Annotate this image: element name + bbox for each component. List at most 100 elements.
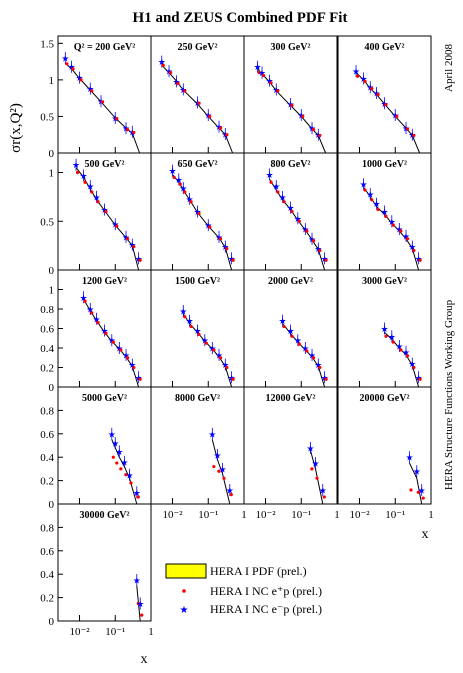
ep-minus-point: ★ xyxy=(204,110,212,120)
x-axis-label: x xyxy=(141,652,148,667)
panel-frame xyxy=(243,386,338,505)
ep-plus-point xyxy=(132,365,136,370)
ep-minus-point: ★ xyxy=(86,182,94,192)
ep-plus-point xyxy=(83,299,87,303)
ep-minus-point: ★ xyxy=(221,242,229,252)
legend-swatch-point xyxy=(182,589,186,593)
ep-minus-point: ★ xyxy=(108,429,116,439)
ep-minus-point: ★ xyxy=(165,67,173,77)
ep-minus-point: ★ xyxy=(279,316,287,326)
ep-minus-point: ★ xyxy=(388,332,396,342)
ep-minus-point: ★ xyxy=(80,171,88,181)
ep-minus-point: ★ xyxy=(402,347,410,357)
ep-plus-point xyxy=(225,246,229,251)
ep-minus-point: ★ xyxy=(319,485,327,495)
ep-minus-point: ★ xyxy=(186,194,194,204)
ep-plus-point xyxy=(384,214,388,218)
ep-minus-point: ★ xyxy=(135,373,143,383)
ep-minus-point: ★ xyxy=(321,254,329,264)
ep-plus-point xyxy=(363,79,367,83)
ep-plus-point xyxy=(208,114,212,119)
legend-label: HERA I PDF (prel.) xyxy=(210,564,307,578)
ep-minus-point: ★ xyxy=(93,192,101,202)
panel: ★★★★★★★2000 GeV² xyxy=(243,269,338,388)
ep-plus-point xyxy=(416,490,420,494)
ep-plus-point xyxy=(225,133,229,137)
ep-minus-point: ★ xyxy=(415,373,423,383)
ep-plus-point xyxy=(376,207,380,212)
ep-plus-point xyxy=(395,114,399,119)
ep-plus-point xyxy=(282,200,286,204)
fit-curve xyxy=(211,439,231,505)
panel-frame xyxy=(57,35,152,154)
ep-minus-point: ★ xyxy=(254,62,262,72)
legend-label: HERA I NC e⁻p (prel.) xyxy=(210,602,322,616)
ep-minus-point: ★ xyxy=(228,373,236,383)
ep-plus-point xyxy=(421,496,425,500)
ep-minus-point: ★ xyxy=(402,231,410,241)
ep-plus-point xyxy=(178,182,182,186)
ep-minus-point: ★ xyxy=(122,232,130,242)
ep-minus-point: ★ xyxy=(286,100,294,110)
y-tick-label: 1.5 xyxy=(40,38,54,50)
ep-minus-point: ★ xyxy=(321,373,329,383)
ep-minus-point: ★ xyxy=(258,68,266,78)
y-tick-label: 0.2 xyxy=(40,476,54,488)
ep-plus-point xyxy=(276,190,280,194)
panel: ★ ★ ★ 12000 GeV² 10⁻² 10⁻¹ 1 xyxy=(243,386,340,521)
panel-label: 12000 GeV² xyxy=(266,393,316,404)
ep-plus-point xyxy=(324,258,328,262)
ep-minus-point: ★ xyxy=(213,450,221,460)
ep-minus-point: ★ xyxy=(179,306,187,316)
panel: ★★★★★★★★300 GeV² xyxy=(243,35,338,154)
x-tick-label: 10⁻¹ xyxy=(291,509,311,521)
panel-frame xyxy=(337,35,432,154)
ep-plus-point xyxy=(208,225,212,229)
ep-plus-point xyxy=(363,188,367,192)
ep-plus-point xyxy=(418,258,422,262)
panel-label: 1200 GeV² xyxy=(82,276,127,287)
ep-minus-point: ★ xyxy=(360,180,368,190)
y-tick-label: 0 xyxy=(49,616,55,628)
y-axis-label: σr(x,Q²) xyxy=(8,103,24,153)
ep-plus-point xyxy=(197,101,201,105)
ep-minus-point: ★ xyxy=(111,439,119,449)
ep-minus-point: ★ xyxy=(380,99,388,109)
ep-minus-point: ★ xyxy=(208,344,216,354)
ep-plus-point xyxy=(231,258,235,262)
ep-plus-point xyxy=(384,334,388,338)
ep-minus-point: ★ xyxy=(228,254,236,264)
ep-minus-point: ★ xyxy=(179,85,187,95)
ep-plus-point xyxy=(132,245,136,249)
ep-plus-point xyxy=(176,81,180,86)
ep-plus-point xyxy=(217,469,221,473)
ep-plus-point xyxy=(297,219,301,223)
ep-minus-point: ★ xyxy=(218,464,226,474)
y-tick-label: 0.5 xyxy=(40,111,54,123)
ep-plus-point xyxy=(115,224,119,228)
ep-plus-point xyxy=(412,133,416,138)
ep-plus-point xyxy=(409,488,413,492)
ep-minus-point: ★ xyxy=(128,240,136,250)
ep-plus-point xyxy=(212,464,216,469)
ep-minus-point: ★ xyxy=(286,326,294,336)
y-tick-label: 0.2 xyxy=(40,363,54,375)
ep-minus-point: ★ xyxy=(179,184,187,194)
ep-minus-point: ★ xyxy=(266,170,274,180)
working-group-label: HERA Structure Functions Working Group xyxy=(443,299,455,490)
ep-minus-point: ★ xyxy=(136,599,144,609)
panel-frame xyxy=(243,35,338,154)
ep-plus-point xyxy=(297,342,301,346)
ep-minus-point: ★ xyxy=(391,110,399,120)
ep-minus-point: ★ xyxy=(215,350,223,360)
y-tick-label: 0.6 xyxy=(40,429,54,441)
ep-plus-point xyxy=(104,209,108,214)
ep-plus-point xyxy=(399,348,403,352)
ep-plus-point xyxy=(391,223,395,227)
ep-minus-point: ★ xyxy=(360,74,368,84)
panel-label: 1500 GeV² xyxy=(175,276,220,287)
ep-plus-point xyxy=(172,175,176,179)
y-tick-label: 0 xyxy=(49,499,55,511)
